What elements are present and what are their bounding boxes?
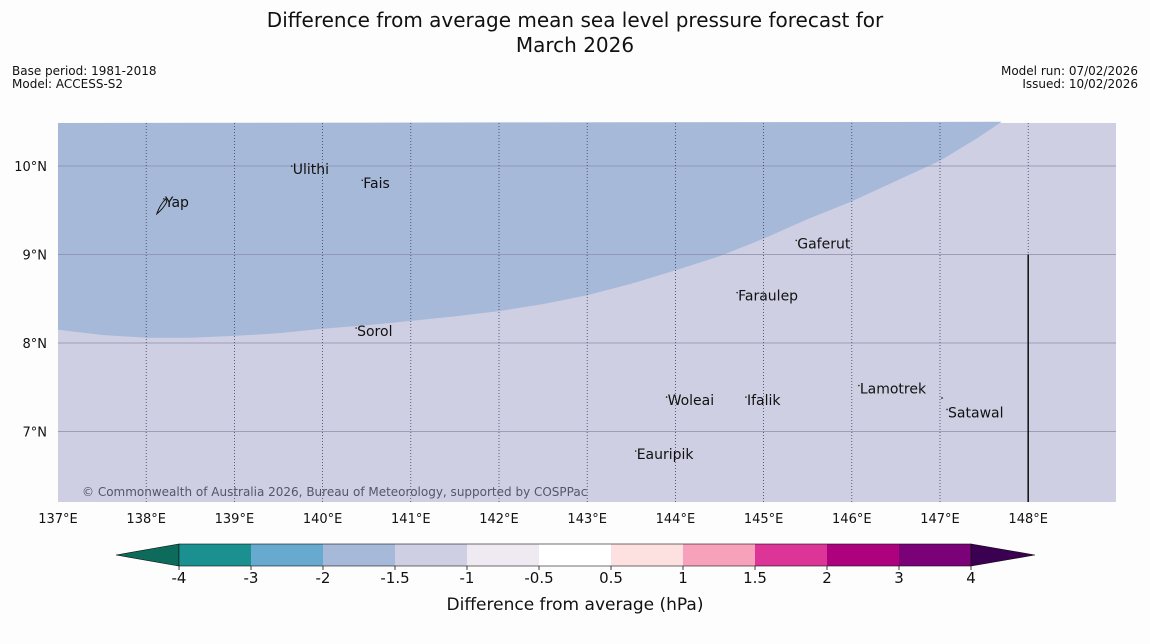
lon-tick-label: 146°E xyxy=(832,512,872,527)
lon-tick-label: 147°E xyxy=(920,512,960,527)
place-dot xyxy=(858,384,860,387)
colorbar-bin xyxy=(395,544,467,566)
colorbar-bin xyxy=(179,544,251,566)
lon-tick-label: 140°E xyxy=(303,512,343,527)
place-dot xyxy=(163,198,165,200)
place-label: Gaferut xyxy=(797,236,851,252)
islet-dot xyxy=(941,397,943,399)
colorbar-tick-label: -3 xyxy=(244,569,259,587)
copyright-text: © Commonwealth of Australia 2026, Bureau… xyxy=(82,485,587,499)
colorbar-tick-label: -1 xyxy=(460,569,475,587)
lon-tick-label: 137°E xyxy=(38,512,78,527)
lat-tick-label: 10°N xyxy=(14,160,47,175)
colorbar-tick-label: 4 xyxy=(966,569,976,587)
colorbar-bin xyxy=(755,544,827,566)
lon-tick-label: 144°E xyxy=(656,512,696,527)
place-label: Lamotrek xyxy=(860,382,927,398)
colorbar-tick-label: 1 xyxy=(678,569,688,587)
colorbar-tick-label: -2 xyxy=(316,569,331,587)
colorbar-tick-label: 2 xyxy=(822,569,832,587)
colorbar-tick-label: -0.5 xyxy=(524,569,553,587)
colorbar-bin xyxy=(539,544,611,566)
meta-right: Model run: 07/02/2026 Issued: 10/02/2026 xyxy=(1001,65,1138,91)
colorbar-bin xyxy=(827,544,899,566)
colorbar-bin xyxy=(899,544,971,566)
island-yap xyxy=(155,197,168,216)
colorbar-tick-label: 0.5 xyxy=(599,569,623,587)
place-label: Woleai xyxy=(668,393,715,409)
lat-tick-label: 7°N xyxy=(23,426,48,441)
place-label: Ifalik xyxy=(747,393,781,409)
place-dot xyxy=(355,327,357,329)
colorbar-frame xyxy=(178,543,972,567)
place-dot xyxy=(946,408,948,411)
title-line-2: March 2026 xyxy=(515,33,635,57)
place-label: Ulithi xyxy=(293,162,329,178)
place-label: Yap xyxy=(164,195,189,211)
lat-tick-label: 9°N xyxy=(23,249,48,264)
colorbar-tick-label: -4 xyxy=(172,569,187,587)
chart-title: Difference from average mean sea level p… xyxy=(0,8,1150,58)
place-label: Faraulep xyxy=(738,289,798,305)
place-dot xyxy=(795,239,798,242)
place-dot xyxy=(665,396,668,398)
meta-left: Base period: 1981-2018 Model: ACCESS-S2 xyxy=(12,65,157,91)
place-dot xyxy=(290,165,293,167)
lon-tick-label: 145°E xyxy=(744,512,784,527)
colorbar-bin xyxy=(611,544,683,566)
place-dot xyxy=(361,179,364,182)
colorbar-bin xyxy=(683,544,755,566)
colorbar-high-extend xyxy=(970,543,1036,567)
title-line-1: Difference from average mean sea level p… xyxy=(266,8,884,32)
colorbar-bin xyxy=(323,544,395,566)
lon-tick-label: 142°E xyxy=(479,512,519,527)
place-dot xyxy=(634,450,637,452)
colorbar-label: Difference from average (hPa) xyxy=(447,595,704,615)
colorbar-tick-label: 3 xyxy=(894,569,904,587)
place-label: Sorol xyxy=(357,324,392,340)
place-dot xyxy=(736,291,738,294)
colorbar-bin xyxy=(251,544,323,566)
issued-date: Issued: 10/02/2026 xyxy=(1022,77,1138,91)
lon-tick-label: 139°E xyxy=(215,512,255,527)
place-label: Fais xyxy=(363,176,390,192)
base-period: Base period: 1981-2018 xyxy=(12,64,157,78)
place-label: Eauripik xyxy=(637,447,695,463)
model-run: Model run: 07/02/2026 xyxy=(1000,64,1138,78)
colorbar-bin xyxy=(467,544,539,566)
lat-tick-label: 8°N xyxy=(23,337,48,352)
lon-tick-label: 141°E xyxy=(391,512,431,527)
colorbar-low-extend xyxy=(115,543,180,567)
place-label: Satawal xyxy=(948,405,1003,421)
region-below-minus-1.5 xyxy=(58,121,1002,338)
lon-tick-label: 148°E xyxy=(1008,512,1048,527)
place-dot xyxy=(745,396,747,398)
colorbar-tick-label: 1.5 xyxy=(743,569,767,587)
lon-tick-label: 138°E xyxy=(126,512,166,527)
colorbar-tick-label: -1.5 xyxy=(380,569,409,587)
model-name: Model: ACCESS-S2 xyxy=(12,77,124,91)
lon-tick-label: 143°E xyxy=(567,512,607,527)
